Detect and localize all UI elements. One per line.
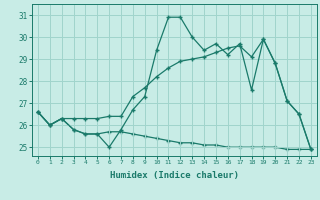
X-axis label: Humidex (Indice chaleur): Humidex (Indice chaleur)	[110, 171, 239, 180]
